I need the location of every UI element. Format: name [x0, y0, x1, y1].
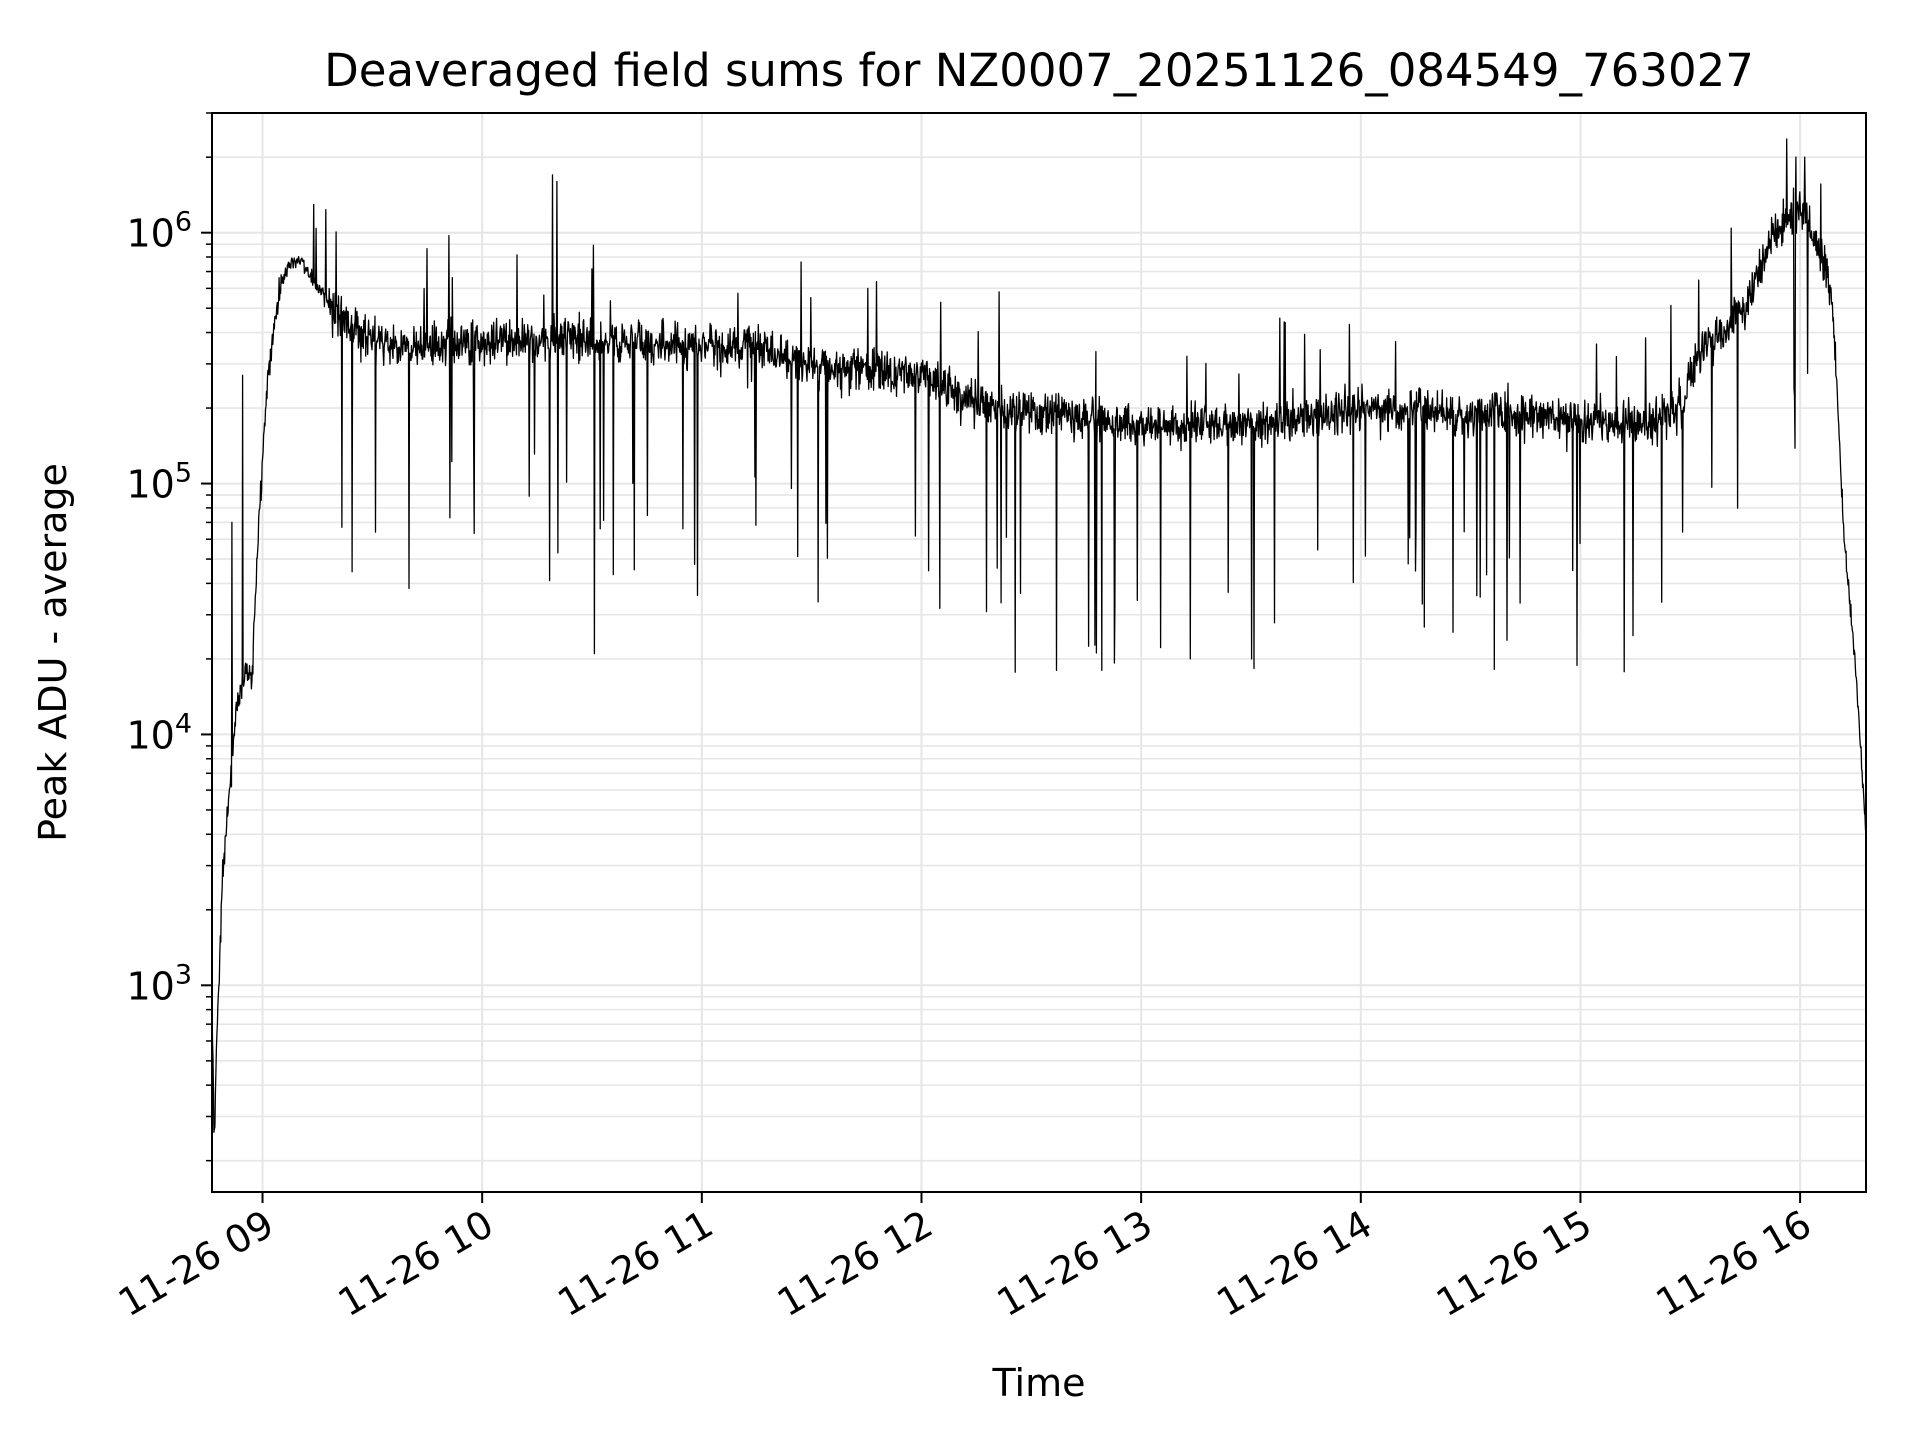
y-axis-label: Peak ADU - average: [31, 463, 75, 842]
y-tick-label: 106: [126, 207, 192, 256]
plot-frame: [211, 112, 1867, 1193]
y-tick-label: 105: [126, 458, 192, 507]
data-series: [211, 138, 1867, 1133]
y-tick-label: 104: [126, 708, 192, 757]
y-axis-ticks: 103 104 105 106: [126, 112, 212, 1162]
series-line: [211, 138, 1867, 1133]
x-axis-label: Time: [992, 1361, 1086, 1405]
y-tick-label: 103: [126, 959, 192, 1008]
chart-title: Deaveraged field sums for NZ0007_2025112…: [324, 44, 1754, 97]
